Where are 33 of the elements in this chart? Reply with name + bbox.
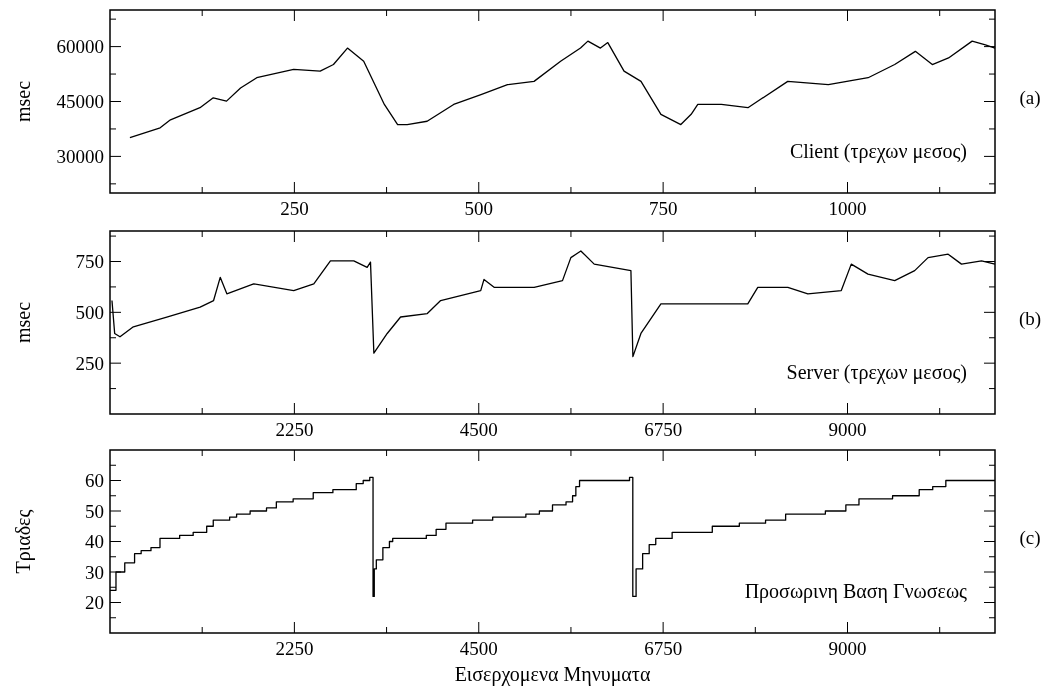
y-tick-label: 20: [85, 592, 104, 614]
x-tick-label: 750: [648, 198, 678, 219]
x-tick-label: 6750: [644, 419, 683, 440]
y-tick-label: 50: [85, 500, 104, 522]
y-axis-title: Τριαδες: [12, 509, 35, 574]
y-tick-label: 60000: [56, 36, 104, 58]
x-tick-label: 4500: [459, 419, 498, 440]
y-tick-label: 40: [85, 531, 104, 553]
text: (b): [1018, 307, 1042, 330]
y-tick-label: 45000: [56, 91, 104, 113]
y-tick-label: 30: [85, 561, 104, 583]
y-axis-title: msec: [12, 301, 34, 344]
x-tick-label: 9000: [828, 638, 867, 659]
x-tick-label: 9000: [828, 419, 867, 440]
annotation: Server (τρεχων μεσος): [786, 361, 967, 384]
text: (a): [1019, 86, 1041, 109]
x-tick-label: 500: [464, 198, 493, 219]
y-tick-label: 60: [85, 470, 104, 492]
x-axis-title: Εισερχομενα Μηνυματα: [454, 663, 651, 686]
annotation: Client (τρεχων μεσος): [789, 140, 967, 163]
x-tick-label: 2250: [275, 419, 314, 440]
x-tick-label: 6750: [644, 638, 683, 659]
y-tick-label: 500: [75, 301, 104, 323]
x-tick-label: 4500: [459, 638, 498, 659]
x-tick-label: 1000: [828, 198, 867, 219]
annotation: Προσωρινη Βαση Γνωσεως: [744, 580, 968, 603]
text: (c): [1019, 526, 1041, 549]
y-tick-label: 30000: [56, 146, 104, 168]
x-tick-label: 2250: [275, 638, 314, 659]
x-tick-label: 250: [280, 198, 309, 219]
y-tick-label: 250: [75, 352, 104, 374]
y-axis-title: msec: [12, 80, 34, 123]
y-tick-label: 750: [75, 251, 104, 273]
